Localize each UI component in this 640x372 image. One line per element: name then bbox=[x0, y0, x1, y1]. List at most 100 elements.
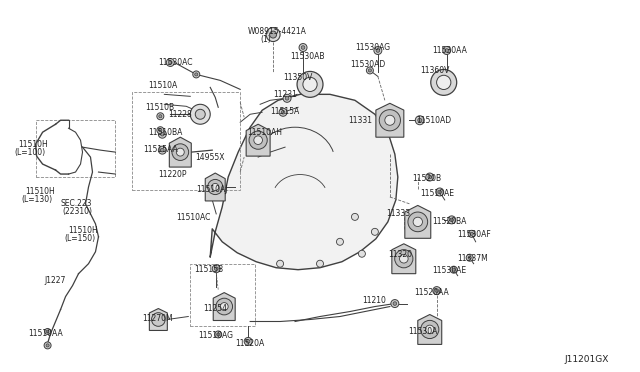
Circle shape bbox=[282, 110, 285, 114]
Circle shape bbox=[445, 49, 449, 52]
Circle shape bbox=[195, 109, 205, 119]
Circle shape bbox=[395, 250, 413, 268]
Circle shape bbox=[44, 342, 51, 349]
Circle shape bbox=[283, 94, 291, 102]
Circle shape bbox=[435, 289, 438, 292]
Polygon shape bbox=[210, 94, 398, 270]
Text: 11320: 11320 bbox=[388, 250, 412, 259]
Circle shape bbox=[450, 218, 454, 222]
Text: 14955X: 14955X bbox=[195, 153, 225, 161]
Text: 11350V: 11350V bbox=[283, 73, 312, 82]
Text: 11331: 11331 bbox=[348, 116, 372, 125]
Circle shape bbox=[413, 217, 422, 227]
Circle shape bbox=[217, 333, 220, 336]
Text: 11254: 11254 bbox=[204, 304, 227, 313]
Text: 11515A: 11515A bbox=[270, 107, 300, 116]
Text: SEC.223: SEC.223 bbox=[61, 199, 92, 208]
Bar bbox=[132, 92, 240, 190]
Text: 11530AE: 11530AE bbox=[432, 266, 466, 275]
Circle shape bbox=[161, 132, 164, 136]
Circle shape bbox=[420, 320, 439, 339]
Circle shape bbox=[438, 190, 442, 194]
Circle shape bbox=[337, 238, 344, 245]
Circle shape bbox=[374, 46, 382, 54]
Circle shape bbox=[466, 254, 473, 261]
Circle shape bbox=[380, 110, 401, 131]
Text: 11530AC: 11530AC bbox=[158, 58, 193, 67]
Text: 11510AE: 11510AE bbox=[420, 189, 454, 199]
Text: 11210: 11210 bbox=[362, 296, 386, 305]
Text: J1227: J1227 bbox=[45, 276, 66, 285]
Circle shape bbox=[299, 44, 307, 51]
Text: J11201GX: J11201GX bbox=[564, 355, 609, 364]
Text: 11510H: 11510H bbox=[68, 226, 99, 235]
Circle shape bbox=[450, 266, 457, 273]
Circle shape bbox=[391, 299, 399, 308]
Text: 11510H: 11510H bbox=[19, 140, 49, 149]
Polygon shape bbox=[392, 244, 416, 274]
Text: 11231: 11231 bbox=[273, 90, 297, 99]
Circle shape bbox=[408, 212, 428, 232]
Circle shape bbox=[166, 58, 174, 67]
Circle shape bbox=[366, 67, 373, 74]
Circle shape bbox=[276, 260, 284, 267]
Circle shape bbox=[426, 325, 434, 334]
Circle shape bbox=[172, 144, 189, 160]
Text: 11520BA: 11520BA bbox=[432, 217, 466, 227]
Circle shape bbox=[433, 286, 441, 295]
Circle shape bbox=[285, 97, 289, 100]
Text: (1): (1) bbox=[260, 35, 271, 44]
Text: 11360V: 11360V bbox=[420, 66, 449, 75]
Circle shape bbox=[158, 130, 166, 138]
Circle shape bbox=[212, 265, 220, 273]
Circle shape bbox=[216, 298, 232, 315]
Bar bbox=[190, 264, 255, 327]
Text: 11515B: 11515B bbox=[195, 265, 223, 274]
Circle shape bbox=[157, 127, 164, 134]
Circle shape bbox=[168, 61, 172, 64]
Circle shape bbox=[246, 340, 250, 343]
Circle shape bbox=[376, 49, 380, 52]
Circle shape bbox=[393, 302, 397, 305]
Text: 11337M: 11337M bbox=[458, 254, 488, 263]
Circle shape bbox=[368, 69, 371, 72]
Text: 11510AH: 11510AH bbox=[247, 128, 282, 137]
Circle shape bbox=[159, 129, 162, 132]
Polygon shape bbox=[170, 137, 191, 167]
Polygon shape bbox=[376, 103, 404, 137]
Circle shape bbox=[249, 131, 268, 149]
Polygon shape bbox=[418, 314, 442, 344]
Text: (L=130): (L=130) bbox=[22, 195, 52, 205]
Text: 11270M: 11270M bbox=[142, 314, 173, 323]
Circle shape bbox=[415, 116, 424, 125]
Polygon shape bbox=[246, 124, 270, 156]
Circle shape bbox=[152, 313, 165, 326]
Circle shape bbox=[193, 71, 200, 78]
Circle shape bbox=[301, 46, 305, 49]
Circle shape bbox=[46, 330, 49, 333]
Circle shape bbox=[212, 183, 219, 190]
Circle shape bbox=[207, 179, 223, 195]
Text: 11510AG: 11510AG bbox=[198, 331, 233, 340]
Circle shape bbox=[371, 228, 378, 235]
Circle shape bbox=[161, 148, 164, 152]
Polygon shape bbox=[149, 308, 167, 330]
Text: 11520B: 11520B bbox=[412, 173, 441, 183]
Text: 11510AD: 11510AD bbox=[416, 116, 451, 125]
Polygon shape bbox=[213, 293, 235, 321]
Circle shape bbox=[317, 260, 323, 267]
Text: 11520A: 11520A bbox=[235, 339, 264, 348]
Polygon shape bbox=[405, 205, 431, 238]
Circle shape bbox=[190, 104, 210, 124]
Circle shape bbox=[303, 77, 317, 92]
Text: 11220P: 11220P bbox=[158, 170, 187, 179]
Circle shape bbox=[468, 256, 471, 259]
Circle shape bbox=[159, 115, 162, 118]
Text: 11530AG: 11530AG bbox=[355, 43, 390, 52]
Circle shape bbox=[385, 115, 395, 125]
Circle shape bbox=[215, 331, 221, 338]
Circle shape bbox=[279, 108, 287, 116]
Circle shape bbox=[177, 148, 184, 156]
Circle shape bbox=[431, 70, 457, 95]
Text: W08915-4421A: W08915-4421A bbox=[248, 27, 307, 36]
